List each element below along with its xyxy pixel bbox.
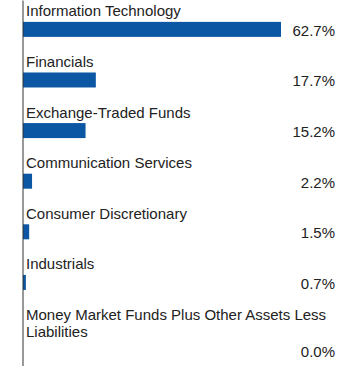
bar [23,72,96,87]
category-axis [23,1,24,366]
bar [23,224,29,239]
data-label: 62.7% [292,22,335,39]
plot-area [23,22,281,290]
data-label: 2.2% [301,174,335,191]
data-label: 15.2% [292,123,335,140]
category-label: Information Technology [26,2,181,19]
axis-line [23,1,24,366]
category-labels: Information Technology Financials Exchange… [26,2,326,340]
category-label: Financials [26,53,94,70]
data-labels: 62.7% 17.7% 15.2% 2.2% 1.5% 0.7% 0.0% [292,22,335,360]
data-label: 0.7% [301,275,335,292]
bar [23,174,32,189]
category-label: Communication Services [26,154,192,171]
category-label: Exchange-Traded Funds [26,104,191,121]
chart: Information Technology Financials Exchange… [0,0,360,366]
bar [23,123,86,138]
data-label: 1.5% [301,224,335,241]
category-label: Consumer Discretionary [26,205,187,222]
category-label: Money Market Funds Plus Other Assets Les… [26,306,326,340]
data-label: 17.7% [292,72,335,89]
bar [23,22,281,37]
category-label: Industrials [26,255,94,272]
data-label: 0.0% [301,343,335,360]
